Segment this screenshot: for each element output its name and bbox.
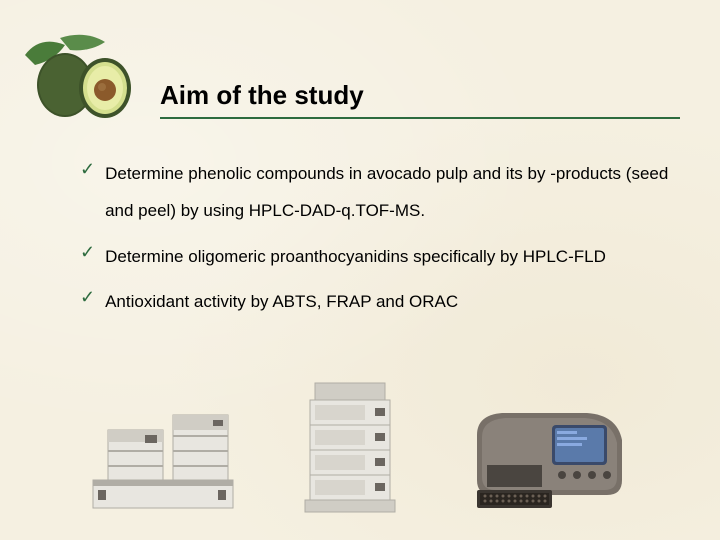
checkmark-icon: ✓ xyxy=(80,283,95,312)
plate-reader-image xyxy=(457,395,637,515)
bullet-item: ✓ Determine oligomeric proanthocyanidins… xyxy=(80,238,680,275)
checkmark-icon: ✓ xyxy=(80,238,95,267)
bullet-item: ✓ Antioxidant activity by ABTS, FRAP and… xyxy=(80,283,680,320)
hplc-system-1-image xyxy=(83,395,243,515)
bullet-item: ✓ Determine phenolic compounds in avocad… xyxy=(80,155,680,230)
checkmark-icon: ✓ xyxy=(80,155,95,184)
instruments-row xyxy=(60,375,660,515)
bullet-text: Determine phenolic compounds in avocado … xyxy=(105,155,680,230)
hplc-stack-image xyxy=(290,375,410,515)
plate-reader-svg xyxy=(457,395,637,515)
bullet-list: ✓ Determine phenolic compounds in avocad… xyxy=(80,155,680,329)
hplc-stack-svg xyxy=(290,375,410,515)
slide-title: Aim of the study xyxy=(160,80,680,117)
avocado-decorative-image xyxy=(20,30,150,120)
bullet-text: Determine oligomeric proanthocyanidins s… xyxy=(105,238,606,275)
avocado-svg xyxy=(20,30,150,120)
hplc-system-1-svg xyxy=(83,395,243,515)
title-bar: Aim of the study xyxy=(160,80,680,119)
bullet-text: Antioxidant activity by ABTS, FRAP and O… xyxy=(105,283,458,320)
title-underline xyxy=(160,117,680,119)
